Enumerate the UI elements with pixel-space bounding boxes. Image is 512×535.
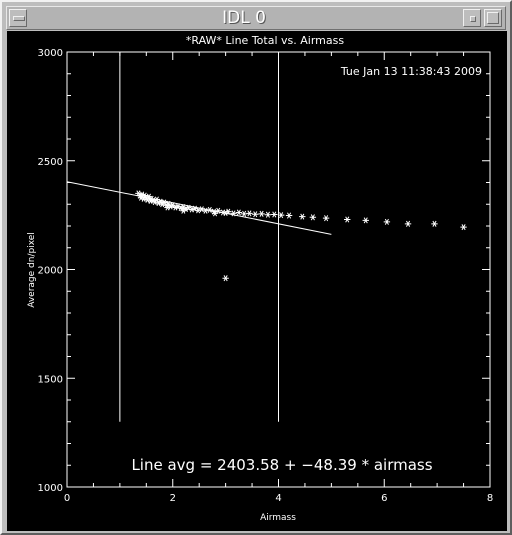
data-point	[309, 214, 317, 221]
x-tick-label: 8	[487, 493, 493, 504]
chart-title: *RAW* Line Total vs. Airmass	[186, 34, 344, 47]
data-point	[362, 217, 369, 224]
x-axis-label: Airmass	[260, 513, 296, 523]
data-point	[169, 202, 176, 209]
data-point	[322, 215, 330, 222]
window-menu-button[interactable]	[9, 9, 27, 27]
x-tick-label: 2	[170, 493, 176, 504]
x-tick-label: 6	[381, 493, 387, 504]
data-point	[285, 212, 293, 219]
axes: 0 2 4 6 8 1000 1500 2000 2500 3000	[38, 48, 494, 504]
data-point	[230, 210, 237, 217]
data-point	[271, 211, 278, 218]
title-bar[interactable]: IDL 0	[6, 6, 506, 30]
window-title: IDL 0	[222, 8, 266, 28]
data-point	[180, 207, 187, 214]
data-point	[252, 211, 259, 218]
data-point	[164, 204, 171, 211]
plot-svg: *RAW* Line Total vs. Airmass Tue Jan 13 …	[27, 34, 494, 523]
fit-annotation: Line avg = 2403.58 + −48.39 * airmass	[131, 456, 432, 474]
maximize-icon	[487, 12, 499, 24]
data-point	[344, 216, 351, 223]
data-point	[383, 218, 391, 225]
y-tick-label: 2500	[38, 157, 63, 168]
data-point	[211, 210, 219, 217]
data-points	[135, 190, 467, 282]
y-tick-label: 3000	[38, 48, 63, 59]
plot-canvas: *RAW* Line Total vs. Airmass Tue Jan 13 …	[7, 31, 507, 531]
data-point	[258, 210, 265, 217]
data-point	[460, 224, 467, 231]
y-tick-label: 1500	[38, 374, 63, 385]
data-point	[235, 209, 243, 216]
data-point	[277, 212, 285, 219]
data-point	[431, 220, 438, 227]
x-tick-label: 0	[64, 493, 70, 504]
y-tick-label: 1000	[38, 483, 63, 494]
data-point	[246, 210, 253, 217]
vertical-markers	[119, 52, 279, 422]
data-point	[264, 211, 272, 218]
data-point	[202, 207, 209, 214]
data-point	[194, 207, 202, 214]
minimize-button[interactable]	[463, 9, 481, 27]
data-point	[222, 209, 229, 216]
y-tick-label: 2000	[38, 266, 63, 277]
data-point	[299, 213, 306, 220]
maximize-button[interactable]	[484, 9, 502, 27]
data-point	[165, 200, 172, 207]
menu-bar-icon	[13, 16, 25, 21]
data-point	[404, 220, 412, 227]
x-tick-label: 4	[275, 493, 281, 504]
minimize-icon	[470, 16, 476, 22]
data-point	[222, 275, 229, 282]
data-point	[151, 199, 158, 206]
y-axis-label: Average dn/pixel	[27, 232, 37, 308]
chart-timestamp: Tue Jan 13 11:38:43 2009	[340, 65, 482, 78]
